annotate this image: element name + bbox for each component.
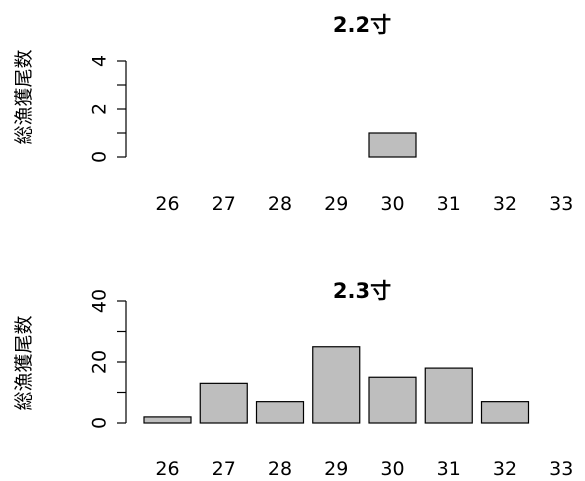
chart-panel-2-3: 2.3寸 総漁獲尾数 0 20 40 26 27 28 29 30 31 32 33 — [13, 279, 573, 480]
y-tick-label: 40 — [89, 289, 111, 313]
x-tick-label: 32 — [493, 193, 517, 215]
x-tick-label: 29 — [324, 193, 348, 215]
x-tick-label: 32 — [493, 458, 517, 480]
x-tick-label: 26 — [155, 193, 179, 215]
bar-31 — [424, 367, 473, 424]
y-tick-label: 2 — [89, 103, 111, 115]
bar-32 — [480, 401, 530, 424]
bar-27 — [199, 382, 248, 424]
x-tick-label: 33 — [549, 458, 573, 480]
x-tick-label: 29 — [324, 458, 348, 480]
bar-30 — [368, 376, 417, 424]
x-tick-label: 30 — [380, 458, 404, 480]
x-tick-label: 31 — [437, 458, 461, 480]
y-axis-label: 総漁獲尾数 — [13, 49, 35, 144]
x-tick-label: 31 — [437, 193, 461, 215]
bar-30 — [368, 132, 417, 158]
x-tick-label: 33 — [549, 193, 573, 215]
y-tick-label: 20 — [89, 350, 111, 374]
y-tick-label: 0 — [89, 417, 111, 429]
bar-29 — [312, 346, 361, 424]
chart-panel-2-2: 2.2寸 総漁獲尾数 0 2 4 26 27 28 29 30 31 32 33 — [13, 13, 573, 215]
x-tick-label: 27 — [212, 193, 236, 215]
x-tick-label: 28 — [268, 458, 292, 480]
y-tick-label: 0 — [89, 151, 111, 163]
bar-26 — [143, 416, 192, 424]
y-axis-label: 総漁獲尾数 — [13, 315, 35, 410]
bar-28 — [255, 401, 305, 424]
x-tick-label: 30 — [380, 193, 404, 215]
x-tick-label: 27 — [212, 458, 236, 480]
chart-title: 2.3寸 — [333, 279, 391, 303]
x-tick-label: 28 — [268, 193, 292, 215]
x-tick-label: 26 — [155, 458, 179, 480]
chart-title: 2.2寸 — [333, 13, 391, 37]
y-tick-label: 4 — [89, 55, 111, 67]
